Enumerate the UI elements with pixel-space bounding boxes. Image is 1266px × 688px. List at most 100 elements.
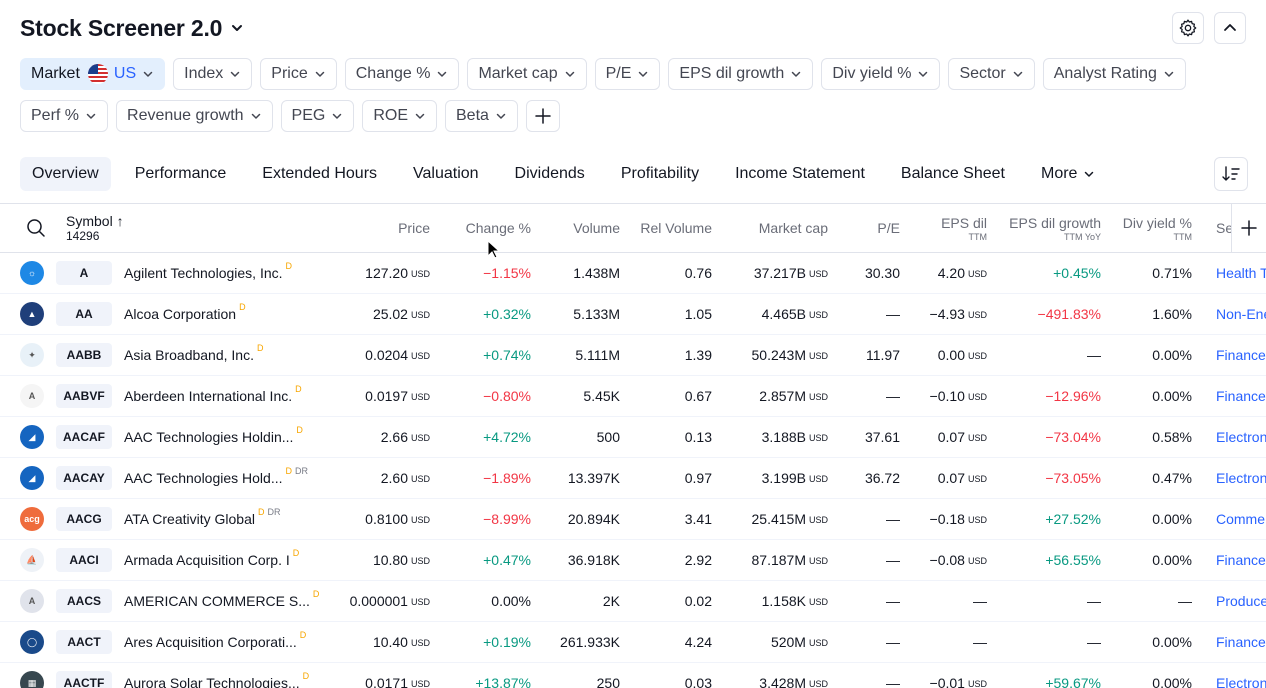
company-name[interactable]: ATA Creativity Global D DR	[124, 499, 280, 539]
price-column-header[interactable]: Price	[340, 204, 430, 252]
pe-value: 30.30	[864, 265, 900, 281]
table-row[interactable]: ▲ AA Alcoa Corporation D 25.02 USD +0.32% 5.133…	[0, 294, 1266, 335]
sector-cell[interactable]: Electron	[1216, 417, 1266, 457]
company-name[interactable]: Aberdeen International Inc. D	[124, 376, 302, 416]
tab-more[interactable]: More	[1029, 157, 1107, 191]
tab-overview[interactable]: Overview	[20, 157, 111, 191]
company-logo-icon: ✦	[20, 343, 44, 367]
filter-market-cap[interactable]: Market cap	[467, 58, 587, 90]
company-name[interactable]: Aurora Solar Technologies... D	[124, 663, 309, 688]
ticker-badge[interactable]: AACG	[56, 507, 112, 531]
screener-title-button[interactable]: Stock Screener 2.0	[20, 12, 244, 44]
filter-change[interactable]: Change %	[344, 58, 460, 90]
filter-market[interactable]: Market US	[20, 58, 166, 90]
ticker-badge[interactable]: A	[56, 261, 112, 285]
company-name[interactable]: Agilent Technologies, Inc. D	[124, 253, 292, 293]
table-row[interactable]: ◢ AACAY AAC Technologies Hold... D DR 2.60 USD…	[0, 458, 1266, 499]
tab-extended-hours[interactable]: Extended Hours	[250, 157, 389, 191]
table-row[interactable]: ☼ A Agilent Technologies, Inc. D 127.20 USD −1…	[0, 253, 1266, 294]
table-row[interactable]: A AABVF Aberdeen International Inc. D 0.0197…	[0, 376, 1266, 417]
table-row[interactable]: ◯ AACT Ares Acquisition Corporati... D 10.40…	[0, 622, 1266, 663]
company-name[interactable]: AAC Technologies Holdin... D	[124, 417, 303, 457]
sector-cell[interactable]: Electron	[1216, 458, 1266, 498]
relvol-column-header[interactable]: Rel Volume	[622, 204, 712, 252]
filter-peg[interactable]: PEG	[280, 100, 355, 132]
filter-div-yield[interactable]: Div yield %	[821, 58, 941, 90]
tab-balance-sheet[interactable]: Balance Sheet	[889, 157, 1017, 191]
company-name[interactable]: AAC Technologies Hold... D DR	[124, 458, 308, 498]
add-filter-button[interactable]	[525, 100, 560, 132]
filter-beta[interactable]: Beta	[445, 100, 518, 132]
filter-price[interactable]: Price	[260, 58, 337, 90]
ticker-badge[interactable]: AA	[56, 302, 112, 326]
sector-cell[interactable]: Finance	[1216, 540, 1266, 580]
logo-glyph: ◢	[28, 431, 36, 442]
currency-unit: USD	[410, 351, 430, 361]
ticker-badge[interactable]: AACI	[56, 548, 112, 572]
mcap-column-header[interactable]: Market cap	[718, 204, 828, 252]
sector-value: Non-Ene	[1216, 306, 1266, 322]
ticker-badge[interactable]: AACAY	[56, 466, 112, 490]
tab-valuation[interactable]: Valuation	[401, 157, 491, 191]
filter-analyst-rating[interactable]: Analyst Rating	[1042, 58, 1186, 90]
ticker-badge[interactable]: AACS	[56, 589, 112, 613]
sort-options-button[interactable]	[1214, 157, 1248, 191]
sector-cell[interactable]: Comme	[1216, 499, 1266, 539]
table-row[interactable]: ▦ AACTF Aurora Solar Technologies... D 0.017…	[0, 663, 1266, 688]
pe-value: —	[886, 675, 900, 688]
ticker-badge[interactable]: AACTF	[56, 671, 112, 688]
sector-column-header[interactable]: Se	[1216, 204, 1266, 252]
tab-performance[interactable]: Performance	[123, 157, 239, 191]
mcap-cell: 4.465B USD	[718, 294, 828, 334]
filter-roe[interactable]: ROE	[362, 100, 437, 132]
settings-button[interactable]	[1172, 12, 1204, 44]
filter-p-e[interactable]: P/E	[594, 58, 661, 90]
volume-column-header[interactable]: Volume	[540, 204, 620, 252]
company-name[interactable]: Asia Broadband, Inc. D	[124, 335, 263, 375]
listing-flags: D	[286, 261, 293, 271]
filter-eps-dil-growth[interactable]: EPS dil growth	[668, 58, 814, 90]
filter-sector[interactable]: Sector	[948, 58, 1035, 90]
tab-income-statement[interactable]: Income Statement	[723, 157, 877, 191]
ticker-badge[interactable]: AABVF	[56, 384, 112, 408]
sector-cell[interactable]: Electron	[1216, 663, 1266, 688]
add-column-button[interactable]	[1231, 204, 1266, 252]
search-button[interactable]	[26, 218, 46, 243]
company-name[interactable]: Alcoa Corporation D	[124, 294, 246, 334]
change-value: −8.99%	[483, 511, 531, 527]
sector-cell[interactable]: Non-Ene	[1216, 294, 1266, 334]
ticker-badge[interactable]: AACAF	[56, 425, 112, 449]
ticker-badge[interactable]: AABB	[56, 343, 112, 367]
table-row[interactable]: ✦ AABB Asia Broadband, Inc. D 0.0204 USD +0.74…	[0, 335, 1266, 376]
company-name-text: Armada Acquisition Corp. I	[124, 552, 290, 568]
table-row[interactable]: A AACS AMERICAN COMMERCE S... D 0.000001 USD 0…	[0, 581, 1266, 622]
company-name[interactable]: Ares Acquisition Corporati... D	[124, 622, 306, 662]
tab-profitability[interactable]: Profitability	[609, 157, 711, 191]
filter-perf[interactable]: Perf %	[20, 100, 109, 132]
table-row[interactable]: ◢ AACAF AAC Technologies Holdin... D 2.66 USD…	[0, 417, 1266, 458]
pe-column-header[interactable]: P/E	[840, 204, 900, 252]
sector-cell[interactable]: Produce	[1216, 581, 1266, 621]
collapse-button[interactable]	[1214, 12, 1246, 44]
change-column-header[interactable]: Change %	[441, 204, 531, 252]
filter-index[interactable]: Index	[173, 58, 253, 90]
sector-cell[interactable]: Finance	[1216, 335, 1266, 375]
eps-cell: −0.10 USD	[907, 376, 987, 416]
sector-cell[interactable]: Health T	[1216, 253, 1266, 293]
sector-cell[interactable]: Finance	[1216, 622, 1266, 662]
symbol-column-header[interactable]: Symbol ↑ 14296	[66, 204, 186, 252]
filter-revenue-growth[interactable]: Revenue growth	[116, 100, 273, 132]
div-column-header[interactable]: Div yield % TTM	[1107, 204, 1192, 252]
epsg-column-header[interactable]: EPS dil growth TTM YoY	[991, 204, 1101, 252]
company-name[interactable]: AMERICAN COMMERCE S... D	[124, 581, 319, 621]
epsg-value: +27.52%	[1045, 511, 1101, 527]
currency-unit: USD	[410, 310, 430, 320]
table-row[interactable]: ⛵ AACI Armada Acquisition Corp. I D 10.80 USD…	[0, 540, 1266, 581]
table-row[interactable]: acg AACG ATA Creativity Global D DR 0.8100 USD…	[0, 499, 1266, 540]
sector-cell[interactable]: Finance	[1216, 376, 1266, 416]
ticker-badge[interactable]: AACT	[56, 630, 112, 654]
epsg-cell: −73.05%	[991, 458, 1101, 498]
tab-dividends[interactable]: Dividends	[503, 157, 597, 191]
eps-column-header[interactable]: EPS dil TTM	[907, 204, 987, 252]
